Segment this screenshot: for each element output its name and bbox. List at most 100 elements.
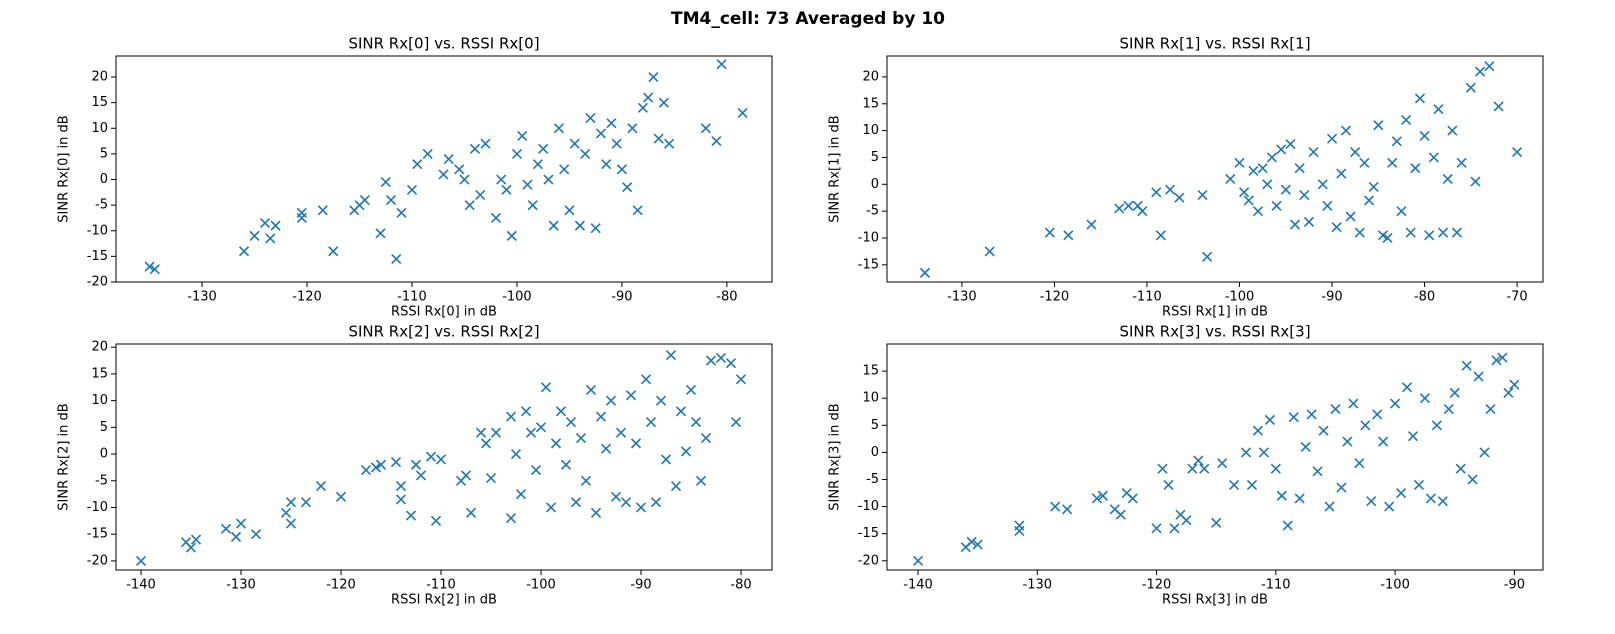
point (580, 148, 591, 159)
point (220, 523, 232, 534)
point (650, 497, 662, 508)
point (1294, 163, 1305, 174)
y-tick-label: -5 (866, 472, 879, 487)
point (454, 164, 465, 175)
x-tick-label: -120 (1142, 578, 1172, 593)
subplot: SINR Rx[1] vs. RSSI Rx[1] -130 -120 -110 -10… (828, 35, 1544, 320)
point (627, 123, 638, 134)
point (300, 497, 312, 508)
x-tick-label: -130 (1023, 578, 1053, 593)
point (390, 457, 402, 468)
point (1174, 192, 1185, 203)
y-tick-label: -20 (87, 553, 108, 568)
axes-frame (115, 343, 773, 571)
point (459, 174, 470, 185)
point (632, 205, 643, 216)
point (575, 432, 587, 444)
point (1503, 387, 1514, 398)
point (485, 473, 497, 484)
y-tick-label: -15 (858, 526, 879, 541)
point (515, 489, 527, 500)
point (490, 212, 502, 224)
y-tick-label: 10 (91, 121, 108, 136)
point (716, 59, 727, 70)
subplot: SINR Rx[2] vs. RSSI Rx[2] -140 -130 -120 -11… (57, 323, 773, 608)
point (480, 138, 491, 149)
x-tick-label: -100 (526, 578, 556, 593)
point (574, 220, 585, 231)
point (1252, 425, 1264, 436)
point (435, 454, 447, 465)
point (601, 159, 612, 170)
point (1271, 200, 1282, 211)
point (1363, 195, 1375, 206)
point (690, 416, 702, 428)
point (395, 481, 407, 492)
point (1151, 187, 1162, 198)
point (735, 374, 747, 385)
point (1300, 441, 1311, 453)
x-tick-label: -70 (1506, 290, 1527, 305)
point (616, 164, 627, 175)
point (1405, 227, 1416, 238)
point (1449, 387, 1460, 398)
y-tick-label: -5 (95, 198, 108, 213)
point (265, 233, 276, 244)
point (1308, 147, 1319, 158)
point (1266, 152, 1277, 163)
point (532, 159, 544, 170)
point (1062, 504, 1073, 515)
point (648, 71, 659, 83)
point (359, 194, 370, 206)
point (1285, 138, 1296, 150)
point (1497, 352, 1508, 363)
y-axis-label: SINR Rx[0] in dB (57, 115, 72, 222)
point (1197, 189, 1208, 201)
point (525, 427, 537, 438)
point (680, 446, 692, 457)
point (585, 384, 597, 396)
x-tick-label: -90 (611, 290, 632, 305)
y-tick-label: 0 (871, 177, 879, 192)
point (565, 416, 577, 428)
point (1414, 93, 1426, 104)
point (1373, 120, 1384, 131)
point (1163, 479, 1174, 490)
point (296, 207, 307, 218)
point (1424, 230, 1435, 241)
point (1243, 195, 1254, 206)
point (1473, 371, 1484, 382)
x-tick-label: -100 (1225, 290, 1255, 305)
point (1306, 409, 1317, 420)
point (1425, 493, 1436, 504)
point (1157, 463, 1168, 474)
point (1442, 173, 1453, 184)
point (1484, 61, 1495, 72)
point (1239, 187, 1250, 198)
subplot-title: SINR Rx[0] vs. RSSI Rx[0] (348, 35, 539, 53)
x-tick-label: -110 (1132, 290, 1162, 305)
point (412, 159, 423, 170)
y-tick-label: 15 (862, 364, 879, 379)
point (1202, 251, 1213, 262)
point (535, 422, 547, 433)
point (653, 133, 664, 144)
point (1410, 163, 1421, 174)
point (235, 518, 247, 529)
point (1437, 496, 1448, 507)
point (1151, 523, 1162, 534)
point (1322, 200, 1333, 211)
x-tick-label: -90 (1504, 578, 1525, 593)
y-tick-label: 15 (862, 96, 879, 111)
y-tick-label: 5 (871, 418, 879, 433)
point (658, 97, 669, 108)
point (144, 261, 155, 272)
point (1491, 355, 1502, 366)
point (395, 494, 407, 505)
point (480, 438, 492, 449)
point (406, 184, 418, 195)
point (438, 169, 449, 180)
y-tick-label: 5 (100, 146, 108, 161)
point (705, 355, 717, 366)
point (1447, 125, 1458, 136)
